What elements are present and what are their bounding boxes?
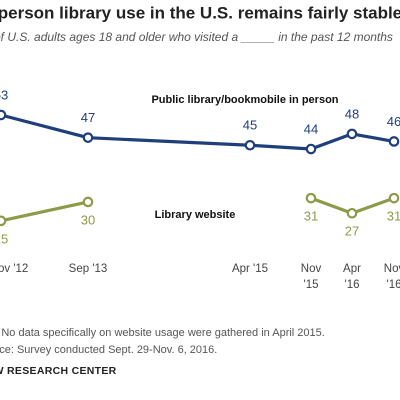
x-tick-label: Nov '15 [301, 263, 322, 291]
point [305, 192, 317, 204]
x-tick-label: Nov '12 [0, 263, 28, 275]
data-label: 44 [304, 121, 318, 136]
data-label: 48 [345, 106, 359, 121]
point [388, 192, 400, 204]
brand: PEW RESEARCH CENTER [0, 365, 117, 377]
data-label: 53 [0, 87, 8, 102]
point [346, 207, 358, 219]
x-tick-label: Sep '13 [69, 263, 108, 275]
series-label: Library website [155, 209, 236, 221]
data-label: 25 [0, 231, 8, 246]
x-tick-label: Nov'16 [384, 263, 400, 291]
point [244, 139, 256, 151]
point [0, 215, 7, 227]
chart-title: In-person library use in the U.S. remain… [0, 3, 400, 22]
point [346, 128, 358, 140]
point [0, 109, 7, 121]
point [305, 143, 317, 155]
point [82, 196, 94, 208]
data-label: 46 [387, 114, 400, 129]
point [82, 132, 94, 143]
series-line [0, 200, 89, 223]
source: Source: Survey conducted Sept. 29-Nov. 6… [0, 344, 217, 356]
x-tick-label: Apr '16 [343, 263, 361, 291]
data-label: 45 [243, 118, 257, 133]
data-label: 31 [387, 209, 400, 224]
point [388, 136, 400, 147]
data-label: 31 [304, 209, 318, 224]
data-label: 30 [81, 212, 95, 227]
data-label: 27 [345, 224, 359, 239]
chart-subtitle: % of U.S. adults ages 18 and older who v… [0, 30, 393, 44]
series-line [0, 113, 395, 151]
note: Note: No data specifically on website us… [0, 327, 325, 339]
series-label: Public library/bookmobile in person [151, 94, 338, 106]
data-label: 47 [81, 110, 95, 125]
x-tick-label: Apr '15 [232, 263, 268, 275]
